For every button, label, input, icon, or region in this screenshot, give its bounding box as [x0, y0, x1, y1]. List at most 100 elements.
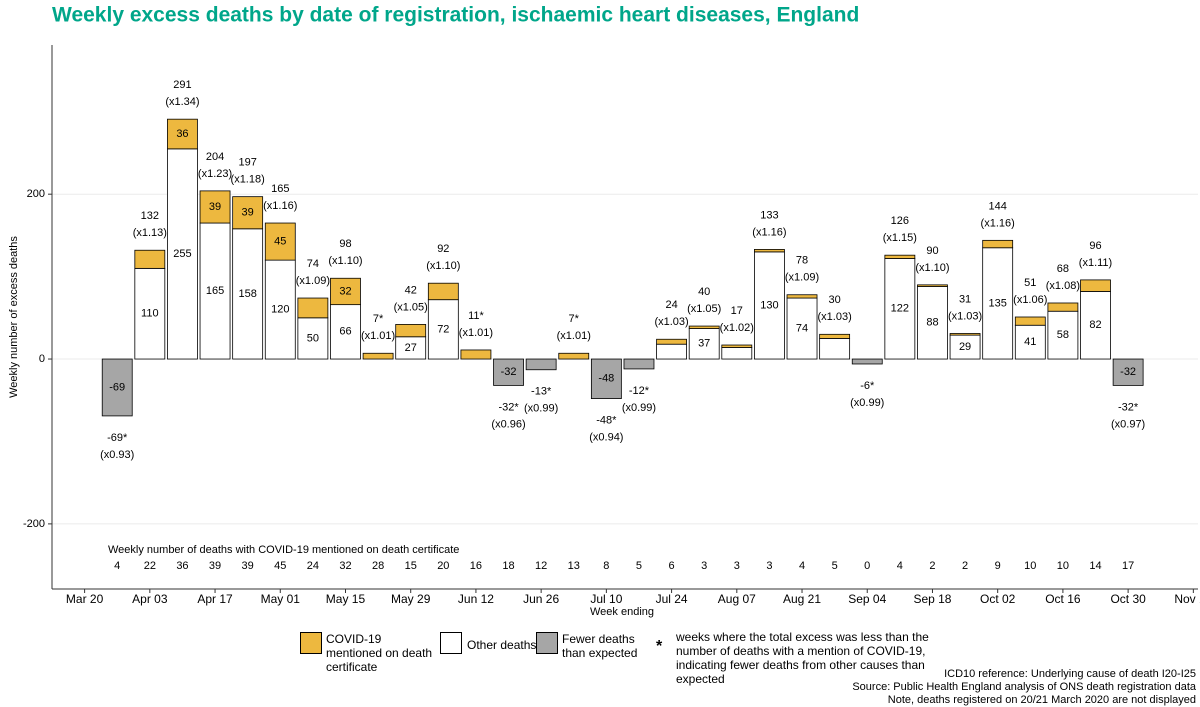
covid-mention-count: 14 — [1089, 560, 1101, 572]
bar-label: 120 — [271, 303, 289, 315]
covid-mention-count: 28 — [372, 560, 384, 572]
bar — [1014, 316, 1046, 326]
star-symbol: * — [656, 638, 663, 655]
covid-mention-count: 10 — [1024, 560, 1036, 572]
star-note: weeks where the total excess was less th… — [676, 630, 929, 686]
total-label: 7* — [373, 313, 384, 325]
bar-label: -69 — [109, 381, 125, 393]
ratio-label: (x1.23) — [198, 168, 232, 180]
covid-mention-count: 45 — [274, 560, 286, 572]
total-label: 78 — [796, 255, 808, 267]
x-tick-label: Nov 13 — [1174, 592, 1200, 606]
bar-label: 36 — [176, 128, 188, 140]
legend-swatch-other — [440, 632, 462, 654]
total-label: 92 — [437, 243, 449, 255]
bar — [101, 358, 133, 417]
covid-mention-count: 6 — [669, 560, 675, 572]
bar — [1047, 302, 1079, 312]
bar-label: 27 — [405, 342, 417, 354]
legend-label: Other deaths — [467, 638, 537, 652]
covid-mention-count: 15 — [405, 560, 417, 572]
covid-mention-count: 2 — [962, 560, 968, 572]
x-tick-label: Oct 02 — [980, 592, 1016, 606]
bar — [721, 347, 753, 360]
x-tick-label: Apr 17 — [197, 592, 233, 606]
bar — [656, 338, 687, 345]
ratio-label: (x1.15) — [883, 232, 917, 244]
covid-mention-count: 4 — [114, 560, 120, 572]
bar-label: 29 — [959, 341, 971, 353]
total-label: 51 — [1024, 277, 1036, 289]
covid-mention-count: 16 — [470, 560, 482, 572]
ratio-label: (x1.16) — [263, 200, 297, 212]
bar-label: 45 — [274, 235, 286, 247]
bar — [1112, 358, 1144, 386]
total-label: 42 — [405, 284, 417, 296]
total-label: 197 — [238, 157, 256, 169]
bar — [330, 304, 361, 360]
y-tick-label: 200 — [27, 188, 45, 200]
total-label: 40 — [698, 286, 710, 298]
bar — [395, 324, 427, 338]
ratio-label: (x1.16) — [981, 217, 1015, 229]
bar — [330, 277, 361, 306]
covid-mention-count: 9 — [995, 560, 1001, 572]
covid-mention-count: 10 — [1057, 560, 1069, 572]
covid-mention-count: 2 — [929, 560, 935, 572]
total-label: 204 — [206, 151, 224, 163]
total-label: -32* — [498, 401, 519, 413]
bar — [362, 352, 394, 360]
bar-label: 82 — [1089, 319, 1101, 331]
legend-label: Fewer deaths than expected — [562, 632, 638, 660]
bar — [1014, 324, 1046, 360]
y-tick-label: 0 — [39, 353, 45, 365]
x-tick-label: Jul 10 — [590, 592, 622, 606]
ratio-label: (x1.09) — [296, 275, 330, 287]
covid-mention-count: 12 — [535, 560, 547, 572]
ratio-label: (x1.18) — [231, 174, 265, 186]
total-label: 68 — [1057, 263, 1069, 275]
total-label: 24 — [665, 299, 677, 311]
bar — [623, 358, 655, 370]
y-axis-label: Weekly number of excess deaths — [8, 236, 20, 398]
covid-mention-count: 0 — [864, 560, 870, 572]
x-tick-label: May 29 — [391, 592, 431, 606]
footnote: Source: Public Health England analysis o… — [852, 681, 1196, 693]
bar — [264, 222, 296, 261]
ratio-label: (x1.11) — [1079, 257, 1112, 269]
bar-label: 58 — [1057, 329, 1069, 341]
bar — [297, 297, 329, 319]
bar — [656, 343, 687, 360]
ratio-label: (x1.16) — [752, 226, 786, 238]
bar-label: 41 — [1024, 336, 1036, 348]
bar — [167, 118, 198, 150]
bar — [982, 247, 1014, 360]
bar — [982, 239, 1014, 249]
footnote: ICD10 reference: Underlying cause of dea… — [944, 668, 1196, 680]
covid-mention-count: 8 — [603, 560, 609, 572]
bar — [297, 317, 329, 360]
covid-mention-count: 17 — [1122, 560, 1134, 572]
covid-mention-count: 22 — [144, 560, 156, 572]
x-tick-label: Sep 04 — [848, 592, 886, 606]
total-label: 17 — [731, 305, 743, 317]
total-label: 74 — [307, 258, 319, 270]
x-tick-label: Jul 24 — [656, 592, 688, 606]
bar-label: 165 — [206, 285, 224, 297]
bar — [786, 294, 818, 299]
total-label: 30 — [829, 294, 841, 306]
bar-label: 110 — [141, 308, 159, 320]
total-label: 132 — [141, 210, 159, 222]
total-label: -6* — [860, 380, 875, 392]
bar — [134, 267, 166, 360]
ratio-label: (x1.34) — [165, 96, 199, 108]
bar — [264, 259, 296, 360]
bar — [427, 299, 459, 360]
ratio-label: (x1.10) — [915, 262, 949, 274]
ratio-label: (x1.01) — [459, 327, 493, 339]
bar-label: 130 — [760, 299, 778, 311]
covid-mentions-title: Weekly number of deaths with COVID-19 me… — [108, 544, 459, 556]
bar — [167, 148, 198, 360]
x-tick-label: May 01 — [261, 592, 301, 606]
